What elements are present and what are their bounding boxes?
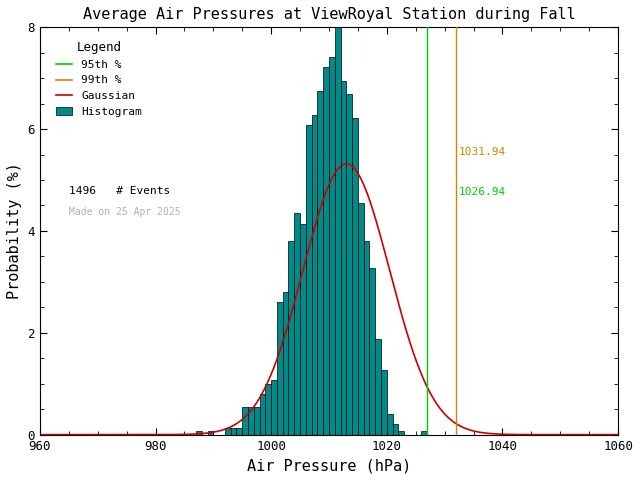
Bar <box>306 125 312 434</box>
Title: Average Air Pressures at ViewRoyal Station during Fall: Average Air Pressures at ViewRoyal Stati… <box>83 7 575 22</box>
Bar <box>392 424 398 434</box>
Bar <box>254 408 260 434</box>
Bar <box>277 302 283 434</box>
Bar <box>375 339 381 434</box>
Gaussian <box>492 431 499 437</box>
Bar <box>283 292 289 434</box>
Bar <box>271 380 277 434</box>
Bar <box>236 428 242 434</box>
Text: 1496   # Events: 1496 # Events <box>68 186 170 196</box>
95th % <box>423 381 431 386</box>
Bar <box>358 203 364 434</box>
Bar <box>242 408 248 434</box>
Bar <box>323 67 329 434</box>
Bar <box>335 19 340 434</box>
Bar <box>289 240 294 434</box>
Bar <box>207 431 213 434</box>
Gaussian <box>317 204 325 209</box>
Bar <box>346 94 352 434</box>
Bar <box>312 115 317 434</box>
Gaussian <box>597 432 605 437</box>
Gaussian <box>342 161 350 167</box>
Bar <box>294 214 300 434</box>
95th % <box>423 432 431 437</box>
Bar <box>260 394 266 434</box>
Bar <box>225 428 230 434</box>
Gaussian <box>614 432 622 437</box>
Bar <box>230 428 236 434</box>
Y-axis label: Probability (%): Probability (%) <box>7 163 22 300</box>
Legend: 95th %, 99th %, Gaussian, Histogram: 95th %, 99th %, Gaussian, Histogram <box>51 37 147 121</box>
Bar <box>387 414 392 434</box>
Bar <box>317 91 323 434</box>
Gaussian <box>65 432 73 437</box>
Text: Made on 25 Apr 2025: Made on 25 Apr 2025 <box>68 207 180 216</box>
Bar <box>398 431 404 434</box>
X-axis label: Air Pressure (hPa): Air Pressure (hPa) <box>247 458 411 473</box>
Bar <box>300 224 306 434</box>
Gaussian <box>302 257 310 263</box>
Text: 1026.94: 1026.94 <box>459 187 506 197</box>
99th % <box>452 432 460 437</box>
Bar <box>329 57 335 434</box>
Bar <box>422 431 428 434</box>
Bar <box>266 384 271 434</box>
Bar <box>196 431 202 434</box>
Line: Gaussian: Gaussian <box>40 164 618 434</box>
Gaussian <box>36 432 44 437</box>
Bar <box>352 118 358 434</box>
Bar <box>381 370 387 434</box>
Bar <box>369 268 375 434</box>
Bar <box>248 408 254 434</box>
Gaussian <box>598 432 605 437</box>
99th % <box>452 381 460 386</box>
Bar <box>340 81 346 434</box>
Bar <box>364 240 369 434</box>
Text: 1031.94: 1031.94 <box>459 146 506 156</box>
